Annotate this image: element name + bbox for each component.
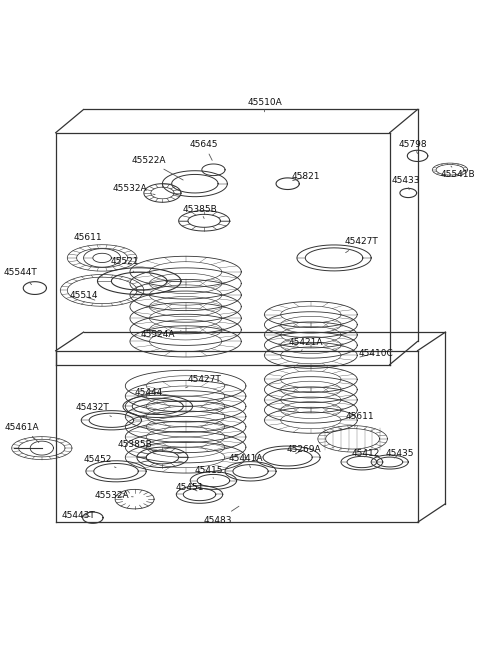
Text: 45421A: 45421A xyxy=(289,338,324,350)
Text: 45524A: 45524A xyxy=(141,330,181,339)
Text: 45443T: 45443T xyxy=(62,511,96,520)
Text: 45410C: 45410C xyxy=(359,348,393,358)
Text: 45415: 45415 xyxy=(194,466,223,478)
Text: 45483: 45483 xyxy=(204,506,239,525)
Text: 45798: 45798 xyxy=(398,140,427,153)
Text: 45821: 45821 xyxy=(292,172,321,181)
Text: 45385B: 45385B xyxy=(117,440,155,454)
Text: 45435: 45435 xyxy=(385,449,414,458)
Text: 45514: 45514 xyxy=(69,291,98,301)
Text: 45269A: 45269A xyxy=(287,445,321,454)
Text: 45427T: 45427T xyxy=(186,375,221,388)
Text: 45432T: 45432T xyxy=(76,403,111,417)
Text: 45645: 45645 xyxy=(190,140,218,160)
Text: 45412: 45412 xyxy=(351,449,380,458)
Text: 45510A: 45510A xyxy=(247,98,282,112)
Text: 45385B: 45385B xyxy=(182,205,217,219)
Text: 45532A: 45532A xyxy=(113,184,155,195)
Text: 45451: 45451 xyxy=(176,483,204,492)
Text: 45522A: 45522A xyxy=(131,156,183,180)
Text: 45427T: 45427T xyxy=(345,237,379,253)
Text: 45461A: 45461A xyxy=(5,422,40,443)
Text: 45532A: 45532A xyxy=(94,491,133,500)
Text: 45444: 45444 xyxy=(134,388,163,403)
Text: 45452: 45452 xyxy=(84,455,116,468)
Text: 45611: 45611 xyxy=(74,233,103,246)
Text: 45611: 45611 xyxy=(345,412,374,427)
Text: 45544T: 45544T xyxy=(3,269,37,285)
Text: 45433: 45433 xyxy=(392,176,420,190)
Text: 45521: 45521 xyxy=(111,257,140,272)
Text: 45441A: 45441A xyxy=(228,454,263,468)
Text: 45541B: 45541B xyxy=(441,166,476,179)
